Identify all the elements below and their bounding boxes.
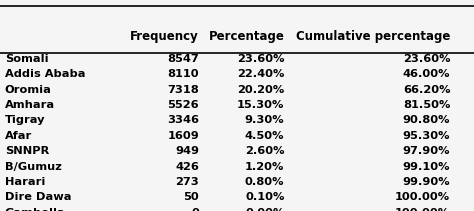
Text: Cumulative percentage: Cumulative percentage bbox=[296, 30, 450, 43]
Text: 90.80%: 90.80% bbox=[403, 115, 450, 125]
Text: 949: 949 bbox=[175, 146, 199, 156]
Text: Amhara: Amhara bbox=[5, 100, 55, 110]
Text: 2.60%: 2.60% bbox=[245, 146, 284, 156]
Text: 81.50%: 81.50% bbox=[403, 100, 450, 110]
Text: 0: 0 bbox=[191, 208, 199, 211]
Text: 66.20%: 66.20% bbox=[403, 85, 450, 95]
Text: 97.90%: 97.90% bbox=[403, 146, 450, 156]
Text: 100.00%: 100.00% bbox=[395, 192, 450, 202]
Text: 0.10%: 0.10% bbox=[245, 192, 284, 202]
Text: 1.20%: 1.20% bbox=[245, 162, 284, 172]
Text: 8110: 8110 bbox=[167, 69, 199, 79]
Text: 46.00%: 46.00% bbox=[403, 69, 450, 79]
Text: Tigray: Tigray bbox=[5, 115, 45, 125]
Text: 50: 50 bbox=[183, 192, 199, 202]
Text: 20.20%: 20.20% bbox=[237, 85, 284, 95]
Text: 15.30%: 15.30% bbox=[237, 100, 284, 110]
Text: 5526: 5526 bbox=[167, 100, 199, 110]
Text: 426: 426 bbox=[175, 162, 199, 172]
Text: 95.30%: 95.30% bbox=[403, 131, 450, 141]
Text: 23.60%: 23.60% bbox=[237, 54, 284, 64]
Text: 9.30%: 9.30% bbox=[245, 115, 284, 125]
Text: 4.50%: 4.50% bbox=[245, 131, 284, 141]
Text: Somali: Somali bbox=[5, 54, 48, 64]
Text: 0.00%: 0.00% bbox=[245, 208, 284, 211]
Text: 8547: 8547 bbox=[167, 54, 199, 64]
Text: 23.60%: 23.60% bbox=[403, 54, 450, 64]
Text: 99.10%: 99.10% bbox=[403, 162, 450, 172]
Text: Afar: Afar bbox=[5, 131, 32, 141]
Text: Dire Dawa: Dire Dawa bbox=[5, 192, 71, 202]
Text: 273: 273 bbox=[175, 177, 199, 187]
Text: 3346: 3346 bbox=[167, 115, 199, 125]
Text: Gambella: Gambella bbox=[5, 208, 65, 211]
Text: Oromia: Oromia bbox=[5, 85, 52, 95]
Text: SNNPR: SNNPR bbox=[5, 146, 49, 156]
Text: 7318: 7318 bbox=[167, 85, 199, 95]
Text: 0.80%: 0.80% bbox=[245, 177, 284, 187]
Text: Harari: Harari bbox=[5, 177, 45, 187]
Text: 100.00%: 100.00% bbox=[395, 208, 450, 211]
Text: Percentage: Percentage bbox=[209, 30, 284, 43]
Text: B/Gumuz: B/Gumuz bbox=[5, 162, 62, 172]
Text: 99.90%: 99.90% bbox=[403, 177, 450, 187]
Text: Frequency: Frequency bbox=[130, 30, 199, 43]
Text: 1609: 1609 bbox=[167, 131, 199, 141]
Text: Addis Ababa: Addis Ababa bbox=[5, 69, 85, 79]
Text: 22.40%: 22.40% bbox=[237, 69, 284, 79]
